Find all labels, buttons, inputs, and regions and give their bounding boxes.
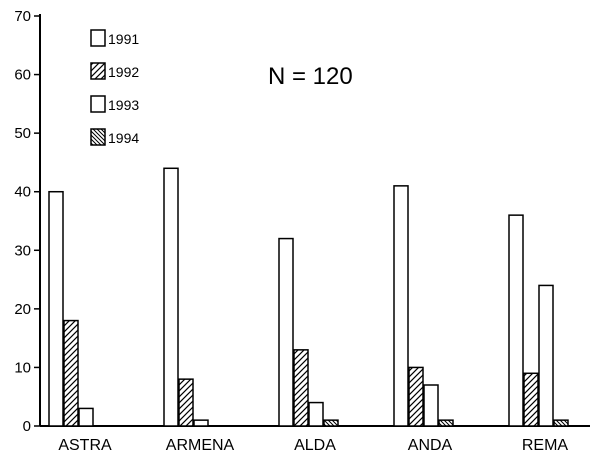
bar-astra-1991 (48, 190, 64, 427)
bar-alda-1994 (323, 419, 339, 427)
y-tick-label: 50 (14, 125, 31, 142)
y-tick-label: 60 (14, 67, 31, 84)
bar-alda-1992 (293, 349, 309, 427)
y-tick-label: 10 (14, 359, 31, 376)
bar-armena-1992 (178, 378, 194, 427)
bar-astra-1992 (63, 319, 79, 427)
x-category-label: ASTRA (58, 437, 112, 454)
bar-rema-1992 (523, 372, 539, 427)
y-tick-label: 0 (23, 418, 31, 435)
annotation-n: N = 120 (268, 63, 353, 90)
legend-label-1993: 1993 (108, 97, 139, 113)
bars (48, 167, 569, 427)
legend-label-1992: 1992 (108, 64, 139, 80)
labels: 0 10 20 30 40 50 60 70 ASTRA ARMENA ALDA ANDA REMA (14, 8, 568, 454)
legend-swatch-1993 (90, 95, 106, 113)
bar-rema-1991 (508, 214, 524, 427)
bar-anda-1993 (423, 384, 439, 427)
bar-alda-1993 (308, 401, 324, 427)
legend: 1991 1992 1993 1994 (90, 29, 139, 146)
bar-anda-1992 (408, 366, 424, 427)
bar-anda-1994 (438, 419, 454, 427)
x-category-label: REMA (522, 437, 569, 454)
y-tick-label: 30 (14, 242, 31, 259)
y-tick-label: 20 (14, 301, 31, 318)
bar-rema-1993 (538, 284, 554, 427)
legend-label-1991: 1991 (108, 31, 139, 47)
y-tick-label: 40 (14, 184, 31, 201)
bar-armena-1991 (163, 167, 179, 427)
bar-alda-1991 (278, 237, 294, 427)
y-tick-label: 70 (14, 8, 31, 25)
bar-armena-1993 (193, 419, 209, 427)
bar-anda-1991 (393, 185, 409, 427)
legend-swatch-1991 (90, 29, 106, 47)
x-category-label: ANDA (408, 437, 453, 454)
x-category-label: ARMENA (166, 437, 235, 454)
legend-swatch-1992 (90, 62, 106, 80)
bar-astra-1993 (78, 407, 94, 427)
legend-swatch-1994 (90, 128, 106, 146)
bar-rema-1994 (553, 419, 569, 427)
x-category-label: ALDA (294, 437, 336, 454)
legend-label-1994: 1994 (108, 130, 139, 146)
